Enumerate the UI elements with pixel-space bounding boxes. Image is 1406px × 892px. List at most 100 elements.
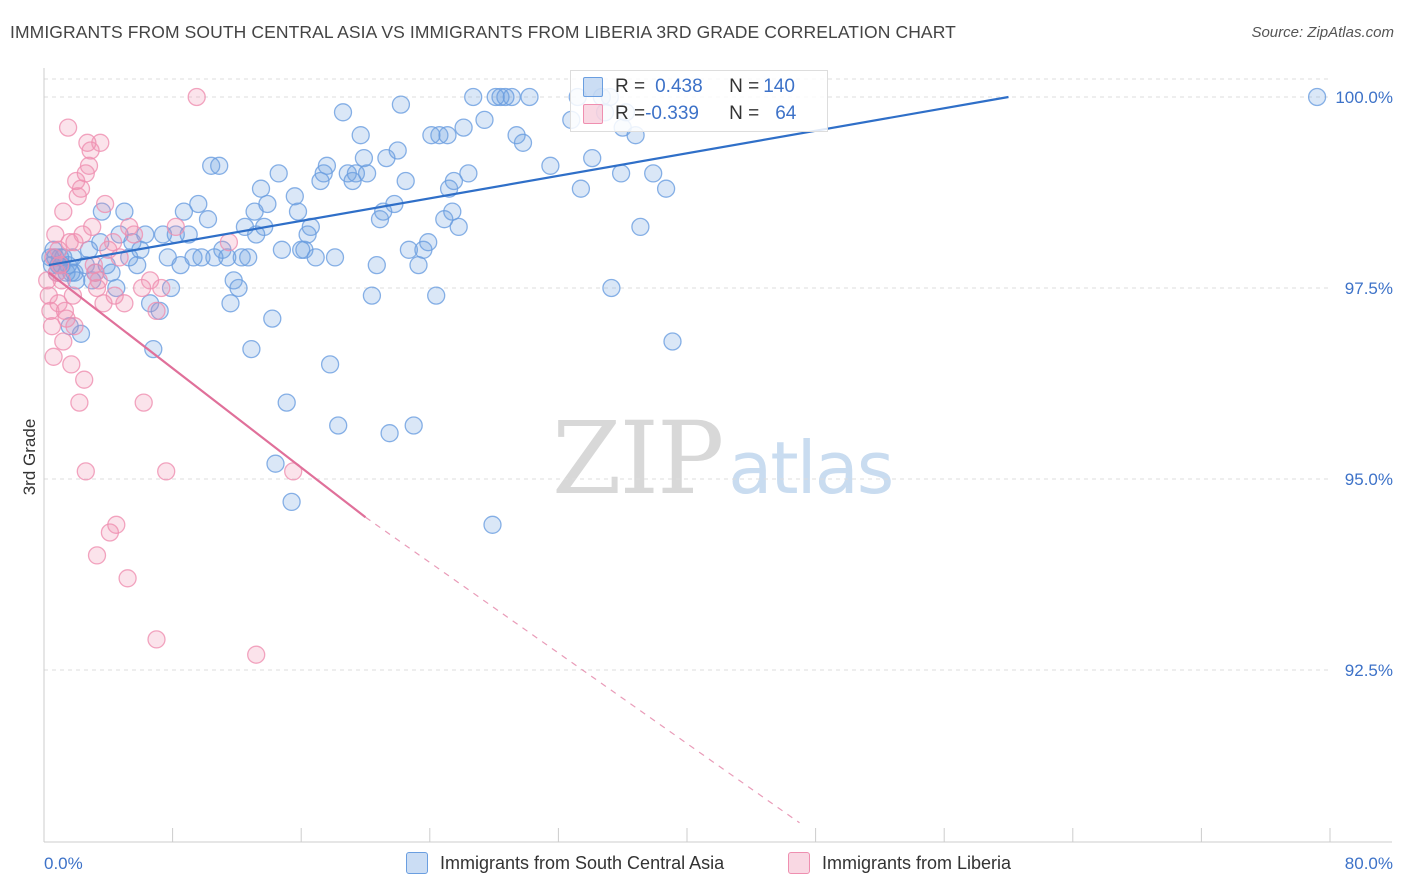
south-central-asia-point <box>325 248 345 267</box>
south-central-asia-point <box>266 454 285 473</box>
legend-row-south-central-asia: R = 0.438 N = 140 <box>583 74 795 100</box>
south-central-asia-point <box>520 87 539 107</box>
liberia-point <box>49 294 68 313</box>
south-central-asia-point <box>419 233 438 252</box>
liberia-point <box>46 225 65 244</box>
liberia-point <box>103 233 123 252</box>
south-central-asia-point <box>502 87 521 107</box>
south-central-asia-point <box>229 278 248 298</box>
south-central-asia-point <box>317 156 337 175</box>
south-central-asia-point <box>282 492 301 512</box>
watermark-atlas: atlas <box>728 426 894 510</box>
south-central-asia-point <box>486 87 505 107</box>
south-central-asia-point <box>459 164 478 183</box>
y-axis-label: 3rd Grade <box>20 418 39 496</box>
liberia-point <box>157 462 176 481</box>
south-central-asia-point <box>285 187 304 206</box>
liberia-point <box>76 462 95 481</box>
liberia-point <box>70 393 89 412</box>
south-central-asia-point <box>128 255 147 275</box>
correlation-legend: R = 0.438 N = 140 R = -0.339 N = 64 <box>570 70 828 132</box>
south-central-asia-point <box>269 164 288 183</box>
liberia-point <box>54 202 73 221</box>
south-central-asia-point <box>288 202 308 221</box>
liberia-point <box>91 133 110 152</box>
south-central-asia-point <box>443 202 462 221</box>
liberia-point <box>71 179 91 198</box>
legend-n-value: 140 <box>763 76 795 97</box>
legend-r-value: 0.438 <box>655 76 703 97</box>
south-central-asia-point <box>454 118 473 137</box>
south-central-asia-point <box>107 278 126 298</box>
bottom-legend-swatch-pink <box>788 852 810 874</box>
south-central-asia-point <box>644 164 663 183</box>
south-central-asia-point <box>198 210 218 229</box>
bottom-legend-south-central-asia: Immigrants from South Central Asia <box>406 852 724 874</box>
legend-n-label: N = <box>729 103 760 124</box>
liberia-point <box>219 233 239 252</box>
south-central-asia-point <box>357 164 377 183</box>
x-tick-label-min: 0.0% <box>44 854 83 873</box>
south-central-asia-point <box>258 194 277 214</box>
legend-n-value: 64 <box>775 103 797 124</box>
south-central-asia-point <box>427 286 446 305</box>
south-central-asia-point <box>221 294 240 313</box>
legend-r-label: R = <box>615 103 646 124</box>
bottom-legend-label: Immigrants from Liberia <box>822 852 1012 873</box>
south-central-asia-point <box>399 240 419 259</box>
liberia-trendline-extension <box>365 516 800 824</box>
south-central-asia-point <box>218 248 237 267</box>
south-central-asia-point <box>189 194 208 214</box>
liberia-point <box>62 355 81 374</box>
south-central-asia-point <box>192 248 211 267</box>
liberia-point <box>83 217 102 237</box>
liberia-point <box>247 645 266 664</box>
bottom-legend-label: Immigrants from South Central Asia <box>440 852 725 873</box>
liberia-point <box>107 515 126 534</box>
south-central-asia-point <box>354 148 374 168</box>
y-tick-label: 97.5% <box>1345 279 1393 298</box>
south-central-asia-point <box>277 393 296 412</box>
source-label: Source: ZipAtlas.com <box>1251 24 1394 41</box>
south-central-asia-point <box>320 355 340 374</box>
south-central-asia-point <box>631 217 650 237</box>
legend-row-liberia: R = -0.339 N = 64 <box>583 101 796 127</box>
liberia-point <box>63 286 83 305</box>
watermark: ZIPatlas <box>552 400 894 517</box>
south-central-asia-point <box>115 202 134 221</box>
south-central-asia-point <box>67 271 86 290</box>
south-central-asia-point <box>174 202 194 221</box>
chart-title: IMMIGRANTS FROM SOUTH CENTRAL ASIA VS IM… <box>10 22 956 42</box>
liberia-point <box>166 217 185 237</box>
south-central-asia-point <box>329 416 348 435</box>
legend-r-label: R = <box>615 76 646 97</box>
south-central-asia-point <box>583 148 602 168</box>
liberia-point <box>75 370 94 389</box>
south-central-asia-point <box>513 133 533 152</box>
y-tick-label: 95.0% <box>1345 470 1393 489</box>
liberia-point <box>73 225 92 244</box>
south-central-asia-point <box>333 103 353 122</box>
legend-n-label: N = <box>729 76 760 97</box>
south-central-asia-point <box>71 324 91 343</box>
south-central-asia-point <box>602 278 621 298</box>
liberia-point <box>39 286 58 305</box>
south-central-asia-point <box>404 416 423 435</box>
y-tick-label: 100.0% <box>1335 88 1393 107</box>
south-central-asia-point <box>380 424 399 443</box>
liberia-point <box>54 332 73 351</box>
south-central-asia-point <box>396 171 415 191</box>
south-central-asia-point <box>388 141 407 160</box>
south-central-asia-point <box>263 309 282 328</box>
liberia-point <box>95 194 115 214</box>
south-central-asia-trendline <box>48 95 1009 267</box>
legend-swatch-pink <box>583 104 603 124</box>
liberia-point <box>79 156 99 175</box>
south-central-asia-point <box>362 286 382 305</box>
liberia-point <box>147 630 166 649</box>
south-central-asia-point <box>496 87 515 107</box>
liberia-point <box>89 271 108 290</box>
bottom-legend-liberia: Immigrants from Liberia <box>788 852 1011 874</box>
south-central-asia-point <box>444 171 464 191</box>
south-central-asia-point <box>449 217 468 237</box>
